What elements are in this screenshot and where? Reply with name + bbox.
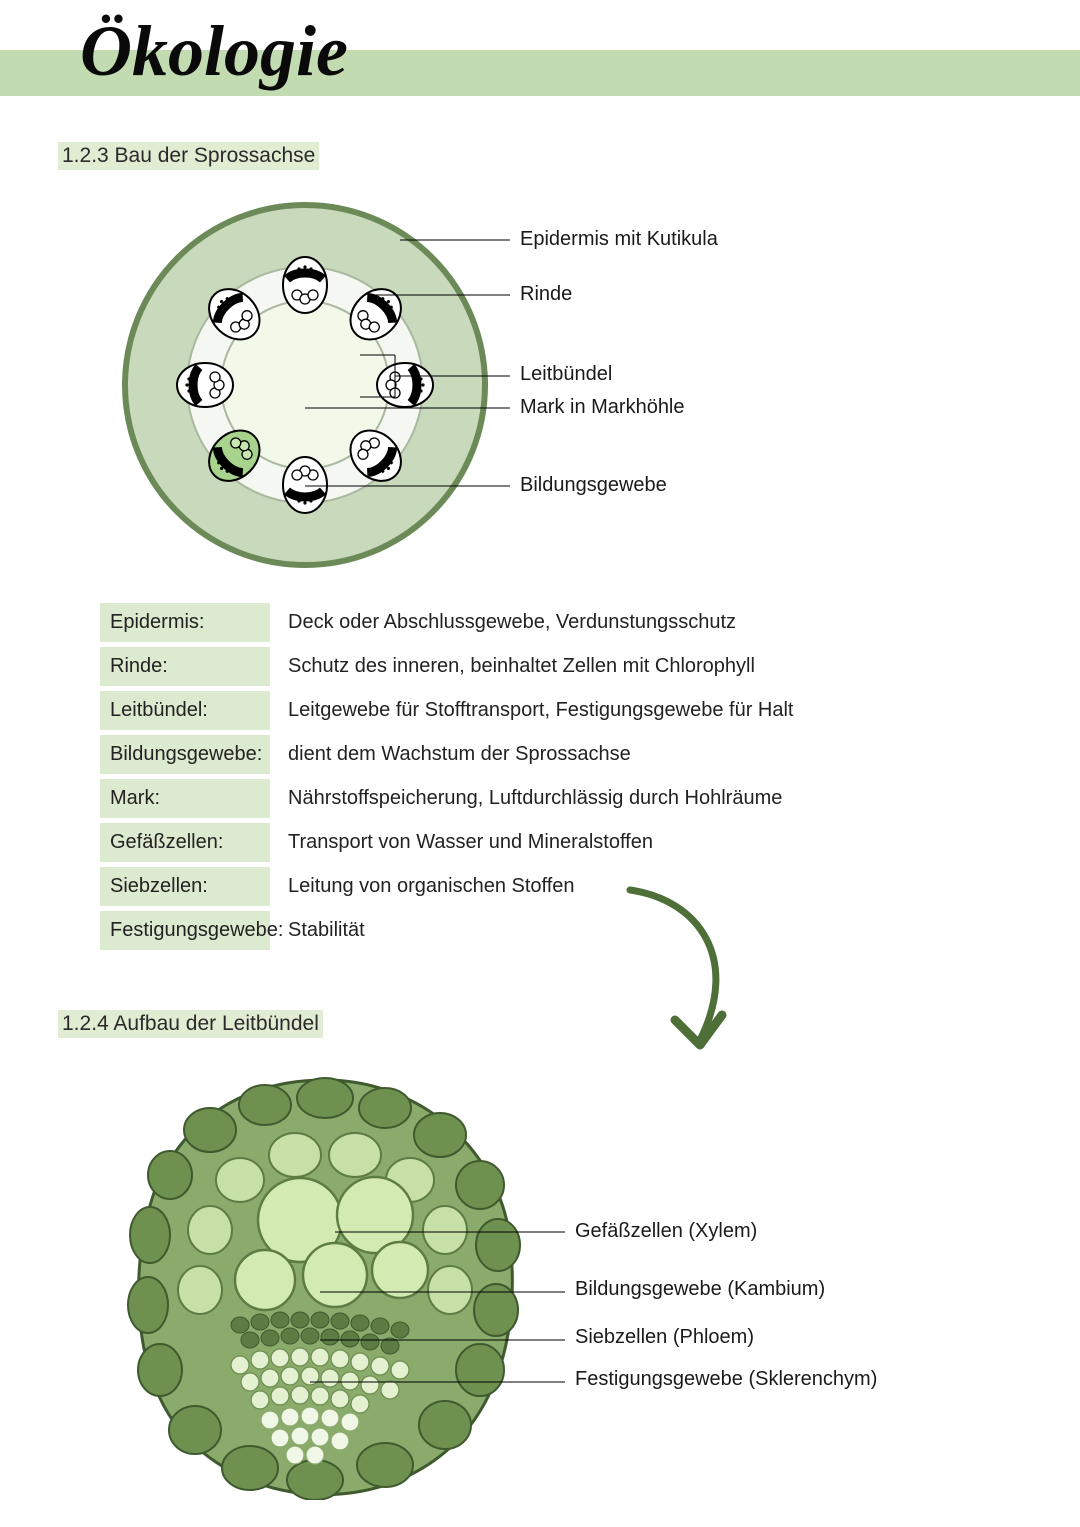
def-desc: Leitgewebe für Stofftransport, Festigung…	[270, 699, 793, 722]
def-term: Leitbündel:	[100, 691, 270, 730]
def-term: Bildungsgewebe:	[100, 735, 270, 774]
section-heading-1: 1.2.3 Bau der Sprossachse	[58, 142, 319, 170]
label-leitbuendel: Leitbündel	[520, 363, 612, 386]
def-term: Rinde:	[100, 647, 270, 686]
def-term: Festigungsgewebe:	[100, 911, 270, 950]
def-row: Bildungsgewebe: dient dem Wachstum der S…	[100, 732, 880, 776]
label-kambium: Bildungsgewebe (Kambium)	[575, 1278, 825, 1301]
def-row: Rinde: Schutz des inneren, beinhaltet Ze…	[100, 644, 880, 688]
def-desc: Nährstoffspeicherung, Luftdurchlässig du…	[270, 787, 782, 810]
def-term: Siebzellen:	[100, 867, 270, 906]
def-term: Epidermis:	[100, 603, 270, 642]
sprossachse-diagram	[115, 195, 495, 575]
leitbuendel-diagram	[100, 1060, 550, 1500]
def-desc: Stabilität	[270, 919, 365, 942]
def-row: Leitbündel: Leitgewebe für Stofftranspor…	[100, 688, 880, 732]
arrow-icon	[610, 870, 770, 1070]
label-xylem: Gefäßzellen (Xylem)	[575, 1220, 757, 1243]
def-row: Mark: Nährstoffspeicherung, Luftdurchläs…	[100, 776, 880, 820]
def-row: Epidermis: Deck oder Abschlussgewebe, Ve…	[100, 600, 880, 644]
def-desc: Deck oder Abschlussgewebe, Verdunstungss…	[270, 611, 736, 634]
label-rinde: Rinde	[520, 283, 572, 306]
label-sklerenchym: Festigungsgewebe (Sklerenchym)	[575, 1368, 877, 1391]
label-bildung: Bildungsgewebe	[520, 474, 667, 497]
def-term: Gefäßzellen:	[100, 823, 270, 862]
def-desc: Transport von Wasser und Mineralstoffen	[270, 831, 653, 854]
def-term: Mark:	[100, 779, 270, 818]
def-desc: dient dem Wachstum der Sprossachse	[270, 743, 631, 766]
page-title: Ökologie	[80, 10, 348, 93]
label-phloem: Siebzellen (Phloem)	[575, 1326, 754, 1349]
section-heading-2: 1.2.4 Aufbau der Leitbündel	[58, 1010, 323, 1038]
label-mark: Mark in Markhöhle	[520, 396, 685, 419]
label-epidermis: Epidermis mit Kutikula	[520, 228, 718, 251]
def-row: Gefäßzellen: Transport von Wasser und Mi…	[100, 820, 880, 864]
def-desc: Leitung von organischen Stoffen	[270, 875, 575, 898]
def-desc: Schutz des inneren, beinhaltet Zellen mi…	[270, 655, 755, 678]
